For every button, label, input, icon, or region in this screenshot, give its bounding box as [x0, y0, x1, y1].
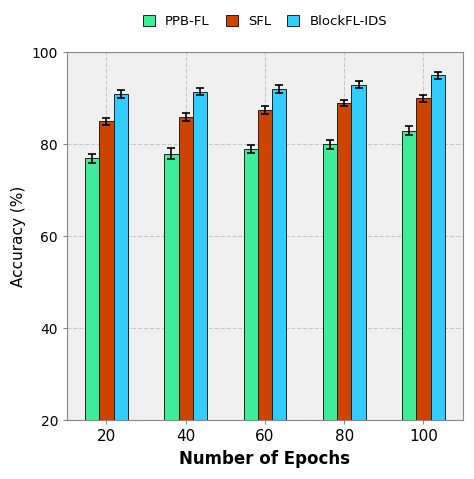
Bar — [323, 145, 337, 420]
Bar — [179, 117, 193, 420]
Bar — [193, 91, 207, 420]
Bar — [85, 158, 100, 420]
Bar — [272, 89, 286, 420]
Bar — [114, 94, 128, 420]
Bar — [416, 99, 431, 420]
Bar — [244, 149, 258, 420]
Bar — [337, 103, 351, 420]
Y-axis label: Accuracy (%): Accuracy (%) — [11, 186, 26, 287]
Bar — [402, 131, 416, 420]
Bar — [100, 122, 114, 420]
X-axis label: Number of Epochs: Number of Epochs — [180, 450, 350, 468]
Legend: PPB-FL, SFL, BlockFL-IDS: PPB-FL, SFL, BlockFL-IDS — [139, 11, 391, 32]
Bar — [258, 110, 272, 420]
Bar — [431, 76, 445, 420]
Bar — [351, 85, 365, 420]
Bar — [164, 154, 179, 420]
